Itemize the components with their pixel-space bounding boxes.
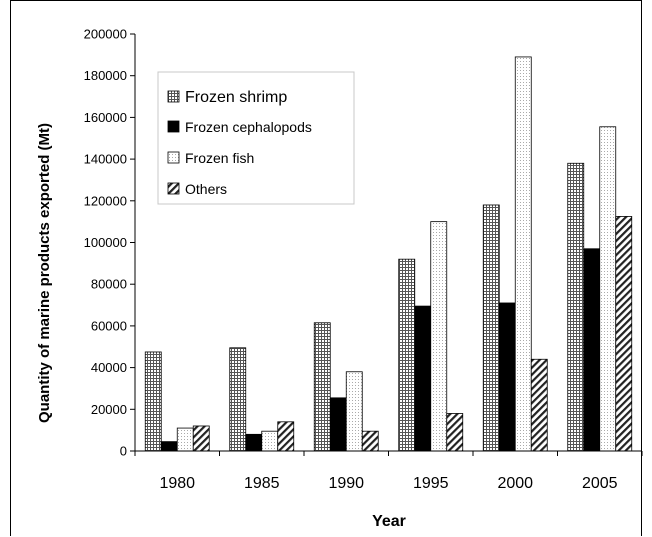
y-tick-label: 140000: [84, 152, 127, 167]
bar-frozen-shrimp-1980: [144, 351, 162, 452]
bar-others-1990: [361, 430, 379, 452]
bar-frozen-cephalopods-1985: [245, 433, 263, 452]
bar-frozen-cephalopods-1980: [160, 441, 178, 452]
bar-frozen-fish-1985: [261, 430, 279, 452]
bar-frozen-fish-1980: [176, 427, 194, 452]
legend-swatch-others: [167, 182, 180, 195]
bar-frozen-shrimp-2000: [482, 204, 500, 452]
x-tick-label-1980: 1980: [159, 475, 195, 492]
y-tick-label: 60000: [91, 318, 127, 333]
bar-frozen-fish-2000: [514, 56, 532, 452]
y-tick-label: 200000: [84, 27, 127, 42]
legend-label-frozen-shrimp: Frozen shrimp: [185, 89, 287, 106]
x-axis-title: Year: [372, 513, 406, 530]
x-tick-label-1985: 1985: [244, 475, 280, 492]
y-tick-label: 160000: [84, 110, 127, 125]
x-tick-label-1990: 1990: [328, 475, 364, 492]
legend-swatch-frozen-shrimp: [167, 90, 180, 103]
y-tick-label: 100000: [84, 235, 127, 250]
legend-box: [157, 71, 355, 205]
bar-frozen-fish-1995: [430, 221, 448, 452]
bar-others-1995: [446, 413, 464, 452]
y-tick-label: 180000: [84, 68, 127, 83]
legend-label-frozen-fish: Frozen fish: [185, 150, 254, 166]
legend-swatch-frozen-cephalopods: [167, 120, 180, 133]
bar-frozen-shrimp-1990: [313, 322, 331, 452]
x-tick-label-2005: 2005: [582, 475, 618, 492]
bar-others-2005: [615, 216, 633, 452]
bar-frozen-fish-1990: [345, 371, 363, 452]
y-tick-label: 20000: [91, 402, 127, 417]
x-tick-label-1995: 1995: [413, 475, 449, 492]
bar-frozen-fish-2005: [599, 126, 617, 452]
legend-swatch-frozen-fish: [167, 151, 180, 164]
bar-frozen-cephalopods-1990: [329, 397, 347, 452]
bar-frozen-shrimp-2005: [567, 162, 585, 452]
chart-frame: [10, 0, 642, 536]
bar-others-1985: [277, 421, 295, 452]
bar-frozen-cephalopods-1995: [414, 305, 432, 452]
legend-label-others: Others: [185, 181, 227, 197]
y-tick-label: 40000: [91, 360, 127, 375]
y-tick-label: 80000: [91, 277, 127, 292]
bar-others-2000: [530, 358, 548, 452]
bar-frozen-shrimp-1985: [229, 347, 247, 452]
legend-label-frozen-cephalopods: Frozen cephalopods: [185, 119, 312, 135]
bar-others-1980: [192, 425, 210, 452]
bar-frozen-shrimp-1995: [398, 258, 416, 452]
bar-frozen-cephalopods-2000: [498, 302, 516, 452]
x-tick-label-2000: 2000: [497, 475, 533, 492]
bar-frozen-cephalopods-2005: [583, 248, 601, 452]
y-tick-label: 120000: [84, 193, 127, 208]
y-axis-title: Quantity of marine products exported (Mt…: [36, 123, 53, 423]
y-tick-label: 0: [120, 444, 127, 459]
